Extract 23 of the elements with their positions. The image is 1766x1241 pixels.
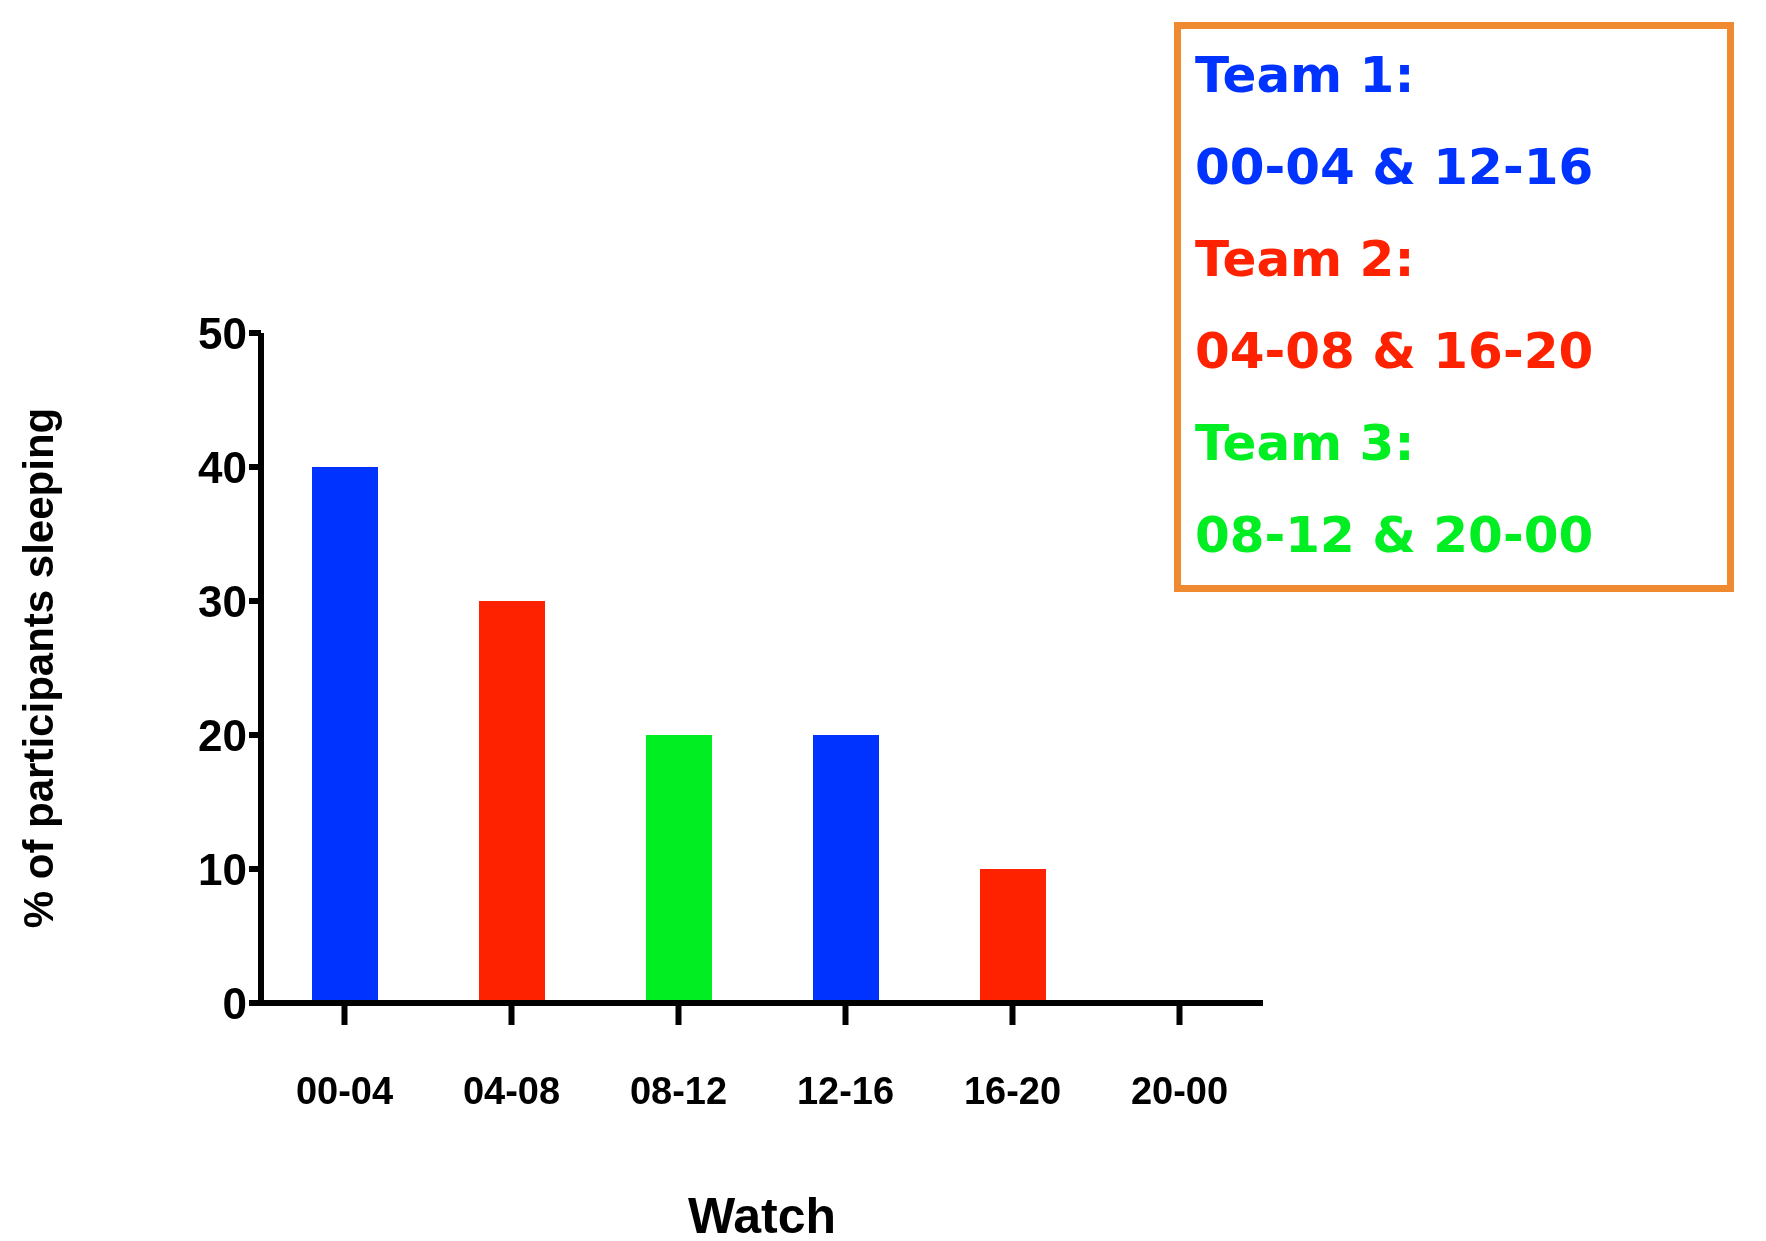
x-tick-label: 20-00 [1130,1069,1229,1112]
x-tick-label: 12-16 [796,1069,895,1112]
y-tick-label: 40 [198,442,247,492]
text-box: Team 1: 00-04 & 12-16 Team 2: 04-08 & 16-20 Team 3: 08-12 & 20-00 [1174,22,1734,592]
bar [312,467,378,1003]
y-tick-label: 50 [198,308,247,358]
x-tick-label: 08-12 [629,1069,728,1112]
annotation: 08-12 & 20-00 [1195,505,1595,566]
y-tick-label: 10 [198,844,247,894]
y-tick-label: 20 [198,710,247,760]
bar [980,869,1046,1003]
x-tick-label: 00-04 [295,1069,394,1112]
bar [813,735,879,1003]
annotation: Team 3: [1195,413,1416,474]
annotation: 04-08 & 16-20 [1195,321,1595,382]
y-axis-title: % of participants sleeping [14,407,62,929]
bar [479,601,545,1003]
y-tick-label: 0 [222,978,247,1028]
y-tick-label: 30 [198,576,247,626]
x-axis-title: Watch [687,1188,837,1241]
bar [646,735,712,1003]
x-tick-label: 16-20 [963,1069,1062,1112]
x-tick-label: 04-08 [462,1069,561,1112]
